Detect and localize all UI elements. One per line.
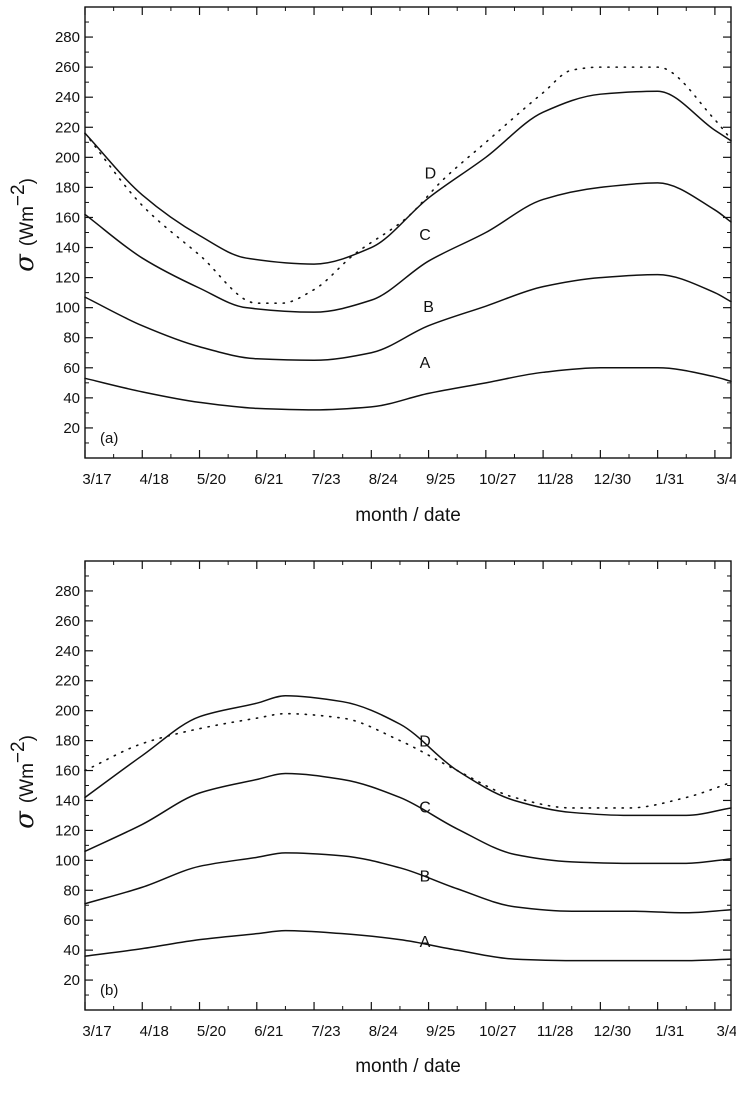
y-axis-symbol: σ [10, 810, 40, 829]
y-tick-label: 180 [55, 733, 80, 750]
x-tick-label: 10/27 [479, 1023, 517, 1040]
x-tick-label: 3/17 [82, 1023, 111, 1040]
y-tick-label: 220 [55, 119, 80, 136]
x-tick-label: 5/20 [197, 471, 226, 488]
panel-tag: (b) [100, 982, 118, 999]
series-line-a [84, 929, 732, 962]
curve-label-a: A [420, 934, 431, 951]
x-tick-label: 3/4 [716, 1023, 736, 1040]
x-tick-label: 8/24 [369, 1023, 398, 1040]
curve-label-b: B [423, 299, 434, 316]
y-tick-label: 200 [55, 149, 80, 166]
x-tick-label: 1/31 [655, 1023, 684, 1040]
y-tick-label: 200 [55, 703, 80, 720]
x-tick-label: 7/23 [311, 471, 340, 488]
x-tick-label: 3/17 [82, 471, 111, 488]
x-tick-label: 11/28 [537, 471, 573, 488]
x-tick-label: 4/18 [140, 1023, 169, 1040]
panel-b: 20 40 60 80 100 120 140 160 180 200 220 240 260 280 3/… [8, 560, 736, 1077]
y-axis-unit-close: ) [17, 735, 38, 741]
y-axis-unit: (Wm [17, 763, 38, 803]
x-tick-label: 7/23 [311, 1023, 340, 1040]
y-tick-label: 160 [55, 209, 80, 226]
curve-label-d: D [419, 734, 431, 751]
x-tick-label: 8/24 [369, 471, 398, 488]
curve-label-b: B [420, 868, 431, 885]
y-axis-unit-exponent: −2 [8, 741, 29, 763]
panel-a: 20 40 60 80 100 120 140 160 180 200 220 240 260 280 3/… [8, 6, 736, 526]
y-tick-label: 120 [55, 270, 80, 287]
y-tick-label: 20 [63, 972, 80, 989]
x-tick-label: 10/27 [479, 471, 517, 488]
x-tick-label: 6/21 [254, 1023, 283, 1040]
panel-tag: (a) [100, 430, 118, 447]
y-axis-unit: (Wm [17, 206, 38, 246]
y-tick-label: 280 [55, 29, 80, 46]
y-tick-label: 20 [63, 420, 80, 437]
x-tick-label: 12/30 [594, 1023, 632, 1040]
x-tick-label: 3/4 [716, 471, 736, 488]
series-line-d [84, 694, 732, 817]
y-tick-label: 100 [55, 300, 80, 317]
y-axis-unit-exponent: −2 [8, 184, 29, 206]
y-tick-label: 80 [63, 882, 80, 899]
x-tick-label: 12/30 [594, 471, 632, 488]
y-axis-label: σ (Wm−2) [8, 178, 40, 272]
y-tick-label: 260 [55, 59, 80, 76]
series-line-b [84, 273, 732, 362]
x-axis-label: month / date [355, 1056, 461, 1077]
y-tick-label: 40 [63, 942, 80, 959]
series-line-d [84, 90, 732, 265]
series-line-dotted [84, 712, 732, 809]
y-tick-label: 240 [55, 89, 80, 106]
plot-frame [84, 6, 732, 459]
series-line-b [84, 852, 732, 914]
y-tick-label: 220 [55, 673, 80, 690]
y-tick-label: 120 [55, 822, 80, 839]
y-tick-label: 140 [55, 240, 80, 257]
y-tick-label: 160 [55, 763, 80, 780]
y-axis-label: σ (Wm−2) [8, 735, 40, 829]
series-line-dotted [84, 66, 732, 304]
x-axis-label: month / date [355, 505, 461, 526]
y-tick-label: 40 [63, 390, 80, 407]
x-tick-label: 9/25 [426, 471, 455, 488]
y-axis-unit-close: ) [17, 178, 38, 184]
x-tick-label: 11/28 [537, 1023, 573, 1040]
x-tick-label: 1/31 [655, 471, 684, 488]
series-line-c [84, 772, 732, 865]
curve-label-c: C [419, 227, 431, 244]
y-tick-label: 60 [63, 360, 80, 377]
x-tick-label: 6/21 [254, 471, 283, 488]
y-tick-label: 240 [55, 643, 80, 660]
x-tick-label: 4/18 [140, 471, 169, 488]
curve-label-d: D [425, 165, 437, 182]
y-tick-label: 140 [55, 792, 80, 809]
y-tick-label: 80 [63, 330, 80, 347]
y-tick-label: 280 [55, 583, 80, 600]
y-tick-label: 100 [55, 852, 80, 869]
x-tick-label: 5/20 [197, 1023, 226, 1040]
y-axis-symbol: σ [10, 253, 40, 272]
series-line-a [84, 367, 732, 411]
x-tick-label: 9/25 [426, 1023, 455, 1040]
curve-label-c: C [419, 799, 431, 816]
series-line-c [84, 182, 732, 313]
y-tick-label: 60 [63, 912, 80, 929]
curve-label-a: A [420, 355, 431, 372]
y-tick-label: 180 [55, 179, 80, 196]
y-tick-label: 260 [55, 613, 80, 630]
